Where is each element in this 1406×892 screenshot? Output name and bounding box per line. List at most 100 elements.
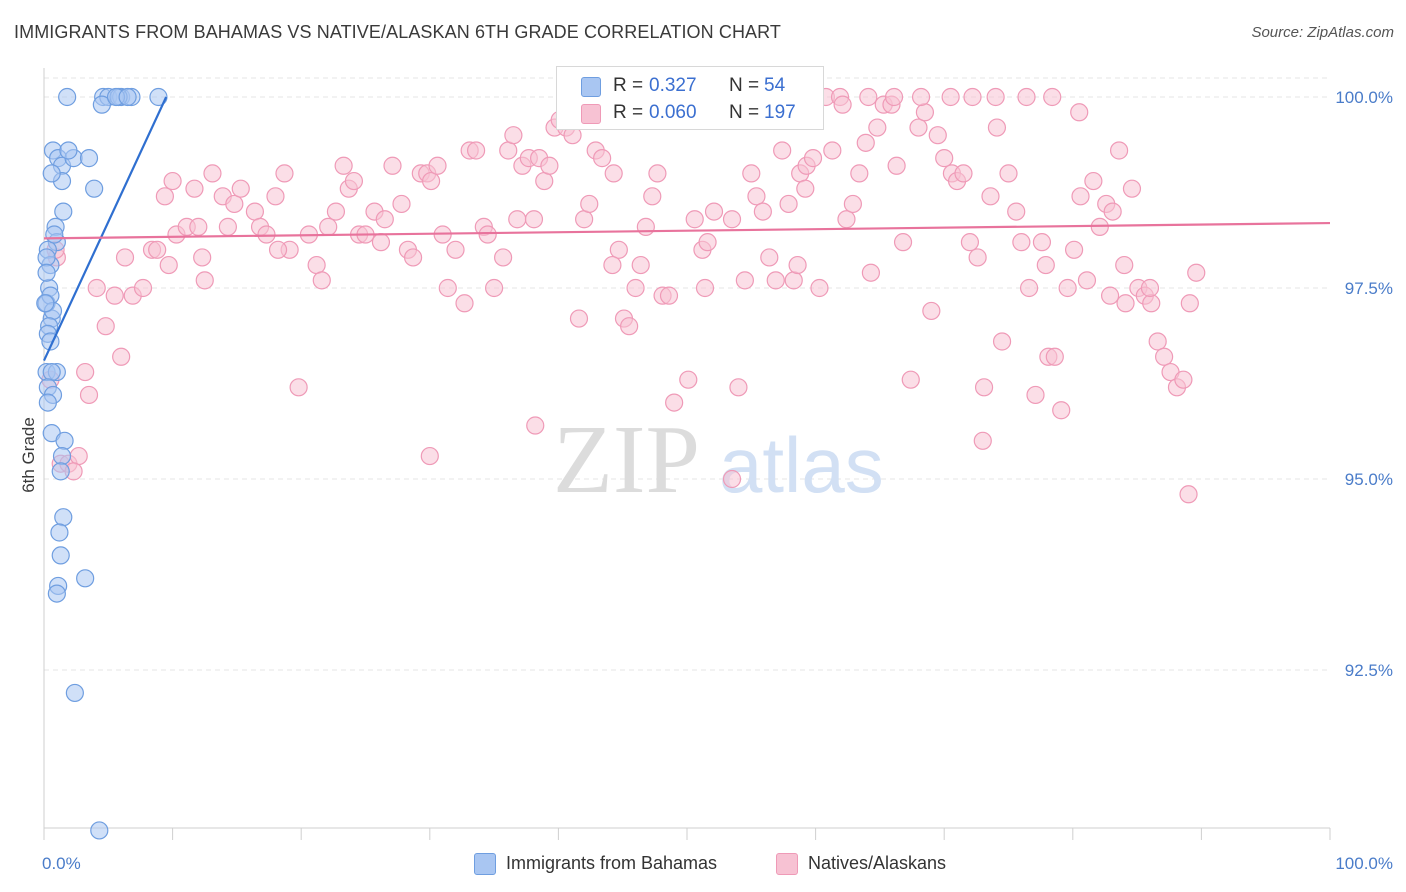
point-natives: [856, 133, 875, 152]
point-natives: [504, 126, 523, 145]
legend-r-value: 0.060: [649, 102, 697, 123]
point-natives: [722, 210, 742, 229]
point-natives: [307, 255, 326, 275]
point-natives: [893, 233, 913, 252]
point-natives: [665, 393, 684, 412]
point-natives: [788, 255, 807, 275]
point-natives: [535, 171, 554, 191]
x-tick-label-max: 100.0%: [1335, 854, 1393, 873]
point-natives: [974, 378, 994, 397]
point-natives: [383, 156, 402, 175]
point-natives: [704, 202, 724, 221]
point-natives: [1140, 278, 1160, 298]
legend-r-label: R =: [613, 75, 644, 96]
point-natives: [823, 141, 842, 160]
point-natives: [420, 446, 439, 466]
point-natives: [659, 286, 679, 305]
tick-labels: 100.0% 97.5% 95.0% 92.5% 0.0% 100.0%: [42, 88, 1393, 873]
point-bahamas: [149, 87, 168, 107]
point-natives: [837, 210, 856, 229]
point-bahamas: [47, 584, 66, 603]
point-natives: [1026, 385, 1045, 405]
point-natives: [375, 210, 394, 229]
legend-n-value: 197: [764, 102, 796, 123]
point-natives: [466, 141, 486, 160]
point-natives: [1155, 347, 1174, 366]
point-natives: [861, 263, 880, 282]
point-natives: [319, 217, 338, 236]
point-natives: [1084, 171, 1103, 191]
point-natives: [609, 240, 628, 259]
watermark-atlas: atlas: [719, 421, 884, 509]
point-natives: [1045, 347, 1064, 366]
point-bahamas: [50, 523, 69, 542]
legend-swatch-blue: [581, 77, 601, 97]
point-natives: [960, 233, 980, 252]
point-natives: [79, 385, 99, 405]
point-natives: [494, 248, 513, 267]
point-natives: [575, 210, 594, 229]
point-natives: [245, 202, 265, 221]
point-natives: [1012, 233, 1031, 252]
point-natives: [603, 255, 622, 275]
point-natives: [334, 156, 353, 175]
point-bahamas: [54, 508, 73, 527]
point-bahamas: [38, 393, 57, 412]
point-bahamas: [76, 569, 95, 588]
point-bahamas: [85, 179, 104, 198]
y-tick-label: 92.5%: [1345, 661, 1393, 680]
point-natives: [1180, 294, 1199, 313]
point-natives: [636, 217, 655, 236]
legend-n-label: N =: [729, 75, 760, 96]
point-natives: [403, 248, 423, 267]
point-natives: [1148, 332, 1167, 351]
trend-lines: [43, 96, 1331, 362]
point-natives: [87, 278, 106, 298]
point-bahamas: [42, 362, 61, 382]
chart-title: IMMIGRANTS FROM BAHAMAS VS NATIVE/ALASKA…: [14, 22, 782, 42]
point-natives: [133, 278, 153, 298]
point-natives: [1187, 263, 1206, 282]
point-natives: [225, 194, 244, 214]
point-bahamas: [51, 546, 70, 565]
point-natives: [105, 286, 124, 305]
y-tick-label: 95.0%: [1345, 470, 1393, 489]
trend-line-bahamas: [43, 96, 168, 362]
point-natives: [803, 149, 823, 168]
point-natives: [1109, 141, 1129, 160]
x-tick-label-min: 0.0%: [42, 854, 81, 873]
point-natives: [626, 278, 645, 298]
point-bahamas: [90, 821, 109, 840]
point-natives: [722, 469, 742, 489]
point-natives: [779, 194, 798, 214]
point-natives: [112, 347, 131, 366]
axes: [43, 68, 1331, 840]
point-natives: [928, 126, 947, 145]
point-natives: [753, 202, 772, 221]
point-natives: [1122, 179, 1142, 198]
point-natives: [275, 164, 294, 183]
point-natives: [747, 187, 766, 206]
point-natives: [1174, 370, 1193, 389]
point-natives: [257, 225, 276, 244]
point-natives: [524, 210, 544, 229]
point-natives: [485, 278, 504, 298]
legend-n-label: N =: [729, 102, 760, 123]
point-natives: [954, 164, 973, 183]
trend-line-natives: [43, 221, 1331, 240]
point-natives: [1116, 294, 1135, 313]
point-natives: [1052, 401, 1071, 420]
point-natives: [1064, 240, 1084, 259]
point-natives: [1100, 286, 1120, 305]
watermark: ZIP atlas: [553, 406, 884, 514]
point-natives: [344, 171, 364, 191]
point-natives: [986, 87, 1005, 107]
point-natives: [268, 240, 288, 259]
y-tick-label: 97.5%: [1345, 279, 1393, 298]
point-natives: [76, 362, 95, 382]
point-natives: [973, 431, 992, 450]
point-natives: [569, 309, 589, 328]
point-natives: [195, 271, 214, 290]
point-natives: [508, 210, 527, 229]
